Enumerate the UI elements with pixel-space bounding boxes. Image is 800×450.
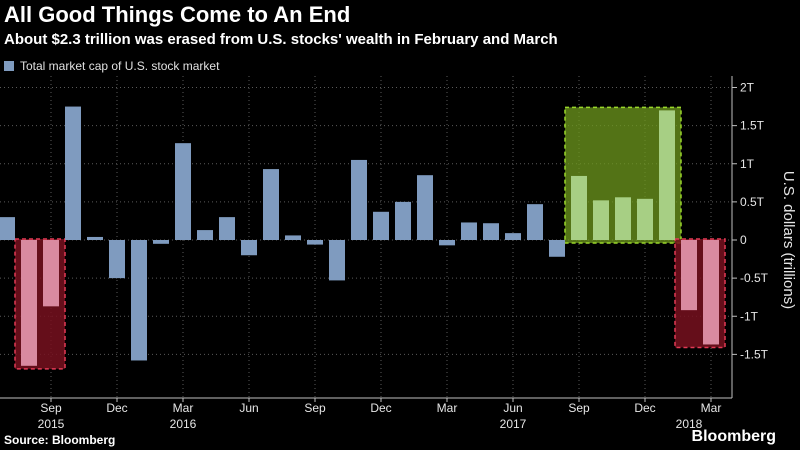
bar-2017-08 [549,240,565,257]
bloomberg-logo: Bloomberg [691,428,776,445]
x-year-label: 2016 [170,417,197,431]
bar-2017-02 [417,175,433,240]
bar-2016-08 [285,235,301,240]
x-tick-label: Sep [568,401,590,415]
bar-2015-08 [21,240,37,366]
bar-2016-04 [197,230,213,240]
bar-2017-07 [527,204,543,240]
legend-swatch [4,61,14,71]
y-tick-label: 1.5T [740,119,765,133]
bar-2017-03 [439,240,455,246]
y-axis-label: U.S. dollars (trillions) [780,171,797,309]
legend-label: Total market cap of U.S. stock market [20,59,220,73]
bar-2018-01 [659,110,675,240]
bar-2017-12 [637,198,653,240]
x-tick-label: Sep [40,401,62,415]
bar-2017-09 [571,175,587,240]
bar-2017-04 [461,222,477,240]
y-tick-label: -1T [740,309,759,323]
bar-2017-06 [505,233,521,240]
x-year-label: 2015 [38,417,65,431]
bar-2017-10 [593,200,609,240]
source-note: Source: Bloomberg [4,433,116,447]
bar-2017-01 [395,201,411,240]
x-tick-label: Dec [106,401,127,415]
x-tick-label: Mar [437,401,458,415]
y-tick-label: 1T [740,157,755,171]
bar-2018-02 [681,240,697,311]
bar-2016-01 [131,240,147,361]
x-year-label: 2018 [676,417,703,431]
y-tick-label: -0.5T [740,271,769,285]
bar-2018-03 [703,240,719,345]
bar-2016-12 [373,211,389,240]
y-tick-label: -1.5T [740,347,769,361]
x-tick-label: Mar [701,401,722,415]
bar-2016-10 [329,240,345,281]
bar-2015-09 [43,240,59,307]
x-year-label: 2017 [500,417,527,431]
bar-2016-03 [175,143,191,240]
bar-2016-07 [263,169,279,240]
x-tick-label: Mar [173,401,194,415]
x-tick-label: Sep [304,401,326,415]
chart-subtitle: About $2.3 trillion was erased from U.S.… [4,31,558,48]
bar-2015-12 [109,240,125,279]
y-tick-label: 2T [740,81,755,95]
y-tick-label: 0 [740,233,747,247]
bar-2015-10 [65,106,81,240]
x-tick-label: Jun [239,401,258,415]
bar-2016-05 [219,217,235,240]
x-tick-label: Dec [634,401,655,415]
bar-2017-05 [483,223,499,240]
bar-2016-11 [351,159,367,240]
bar-2016-09 [307,240,323,245]
bar-2016-06 [241,240,257,256]
bar-2017-11 [615,197,631,240]
x-tick-label: Jun [503,401,522,415]
chart-title: All Good Things Come to An End [4,2,351,27]
bar-2016-02 [153,240,169,244]
y-tick-label: 0.5T [740,195,765,209]
x-tick-label: Dec [370,401,391,415]
legend: Total market cap of U.S. stock market [4,59,219,73]
bar-2015-07 [0,217,15,240]
bar-2015-11 [87,236,103,240]
